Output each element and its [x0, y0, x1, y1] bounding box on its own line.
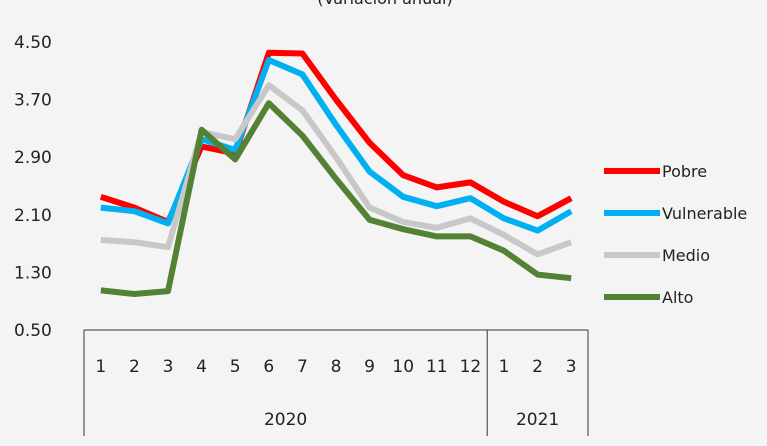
x-tick-label: 3 [163, 357, 174, 377]
x-tick-label: 3 [566, 357, 577, 377]
series-line-vulnerable [100, 57, 573, 234]
legend-label: Medio [662, 246, 710, 265]
y-tick-label: 4.50 [14, 33, 52, 53]
x-group-label: 2020 [264, 410, 307, 430]
series-line-pobre [99, 49, 573, 225]
x-tick-label: 11 [426, 357, 448, 377]
x-tick-label: 1 [95, 357, 106, 377]
y-axis: 0.50 1.30 2.10 2.90 3.70 4.50 [14, 33, 52, 341]
x-tick-label: 10 [392, 357, 414, 377]
y-tick-label: 1.30 [14, 263, 52, 283]
x-tick-label: 6 [263, 357, 274, 377]
y-tick-label: 2.10 [14, 206, 52, 226]
x-tick-label: 8 [331, 357, 342, 377]
y-tick-label: 3.70 [14, 91, 52, 111]
x-tick-label: 7 [297, 357, 308, 377]
series-line-medio [100, 82, 573, 258]
legend-label: Pobre [662, 162, 707, 181]
series-lines [99, 49, 573, 297]
y-tick-label: 2.90 [14, 148, 52, 168]
x-tick-label: 2 [129, 357, 140, 377]
x-tick-label: 4 [196, 357, 207, 377]
x-tick-label: 9 [364, 357, 375, 377]
x-tick-label: 5 [230, 357, 241, 377]
chart-title: (Variación anual) [317, 0, 452, 8]
legend: Pobre Vulnerable Medio Alto [604, 162, 747, 307]
y-tick-label: 0.50 [14, 321, 52, 341]
x-tick-label: 1 [499, 357, 510, 377]
series-line-alto [100, 100, 572, 297]
x-tick-label: 2 [532, 357, 543, 377]
legend-label: Alto [662, 288, 693, 307]
x-tick-label: 12 [460, 357, 482, 377]
x-group-label: 2021 [516, 410, 559, 430]
legend-label: Vulnerable [662, 204, 747, 223]
